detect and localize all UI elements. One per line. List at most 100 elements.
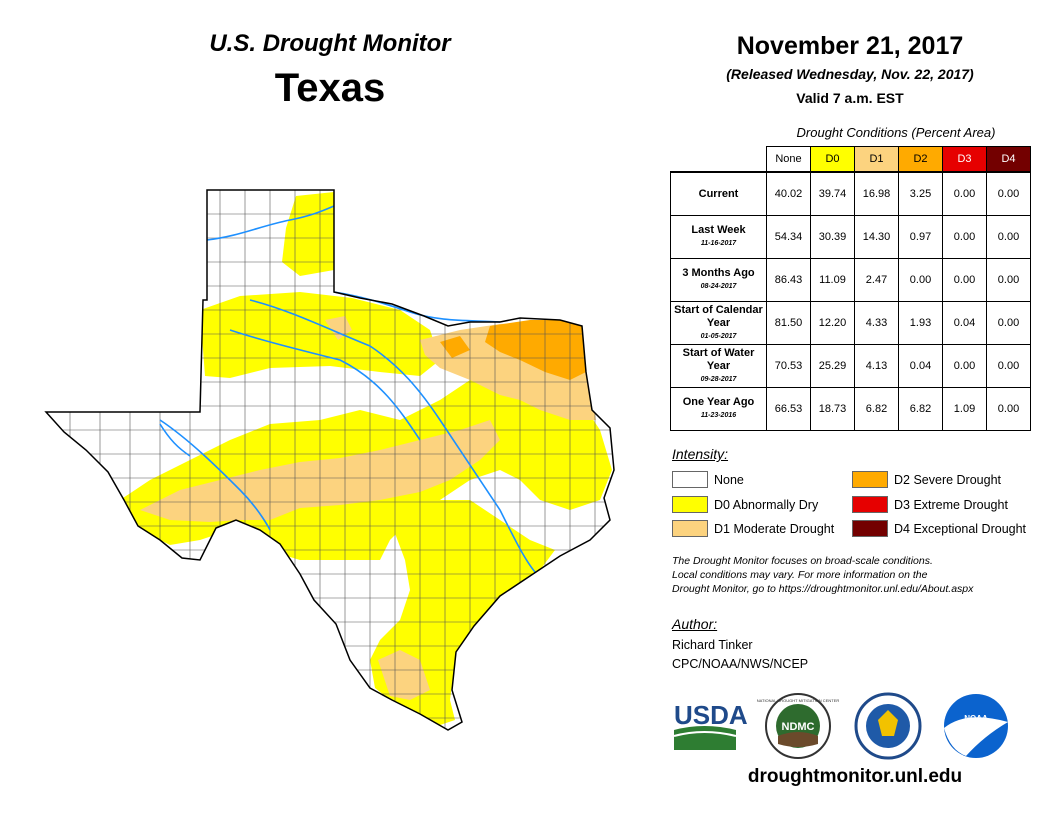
d2-northeast bbox=[485, 320, 586, 380]
colorado-river bbox=[229, 329, 421, 441]
table-cell: 66.53 bbox=[766, 387, 811, 431]
d2-red-river-patch bbox=[440, 336, 470, 358]
brazos-river bbox=[249, 299, 536, 573]
table-cell: 39.74 bbox=[810, 171, 855, 216]
row-label-text: Last Week bbox=[691, 224, 746, 236]
row-label: 3 Months Ago 08-24-2017 bbox=[670, 258, 767, 302]
table-cell: 0.04 bbox=[942, 301, 987, 345]
table-cell: 30.39 bbox=[810, 215, 855, 259]
table-cell: 4.33 bbox=[854, 301, 899, 345]
table-cell: 2.47 bbox=[854, 258, 899, 302]
rivers bbox=[159, 205, 536, 573]
legend-title: Intensity: bbox=[672, 446, 729, 462]
table-cell: 86.43 bbox=[766, 258, 811, 302]
legend-label: D0 Abnormally Dry bbox=[714, 497, 819, 512]
table-cell: 0.00 bbox=[898, 258, 943, 302]
col-header-d3: D3 bbox=[942, 146, 987, 173]
table-cell: 0.00 bbox=[986, 301, 1031, 345]
table-cell: 0.00 bbox=[942, 258, 987, 302]
table-cell: 0.00 bbox=[942, 171, 987, 216]
author-title: Author: bbox=[672, 616, 718, 632]
canadian-river bbox=[206, 205, 335, 241]
table-cell: 0.00 bbox=[986, 258, 1031, 302]
noaa-gull-icon bbox=[944, 717, 1008, 756]
table-cell: 0.04 bbox=[898, 344, 943, 388]
texas-drought-map bbox=[44, 189, 615, 731]
drought-areas bbox=[46, 190, 614, 730]
legend-label: D4 Exceptional Drought bbox=[894, 521, 1027, 536]
legend-label: None bbox=[714, 472, 744, 487]
table-row: Current 40.02 39.74 16.98 3.25 0.00 0.00 bbox=[670, 171, 1031, 216]
legend-swatch bbox=[672, 471, 708, 488]
table-row: Start of Water Year 09-28-2017 70.53 25.2… bbox=[670, 344, 1031, 388]
map-date: November 21, 2017 bbox=[736, 32, 964, 60]
table-cell: 40.02 bbox=[766, 171, 811, 216]
red-river bbox=[333, 291, 501, 323]
valid-time: Valid 7 a.m. EST bbox=[796, 90, 904, 106]
legend-label: D2 Severe Drought bbox=[894, 472, 1002, 487]
table-cell: 70.53 bbox=[766, 344, 811, 388]
eagle-shield-icon bbox=[878, 710, 898, 736]
table-cell: 0.00 bbox=[986, 344, 1031, 388]
d1-south bbox=[378, 650, 430, 700]
disclaimer-note: The Drought Monitor focuses on broad-sca… bbox=[672, 554, 1042, 596]
usda-field-icon bbox=[674, 726, 736, 750]
author-org: CPC/NOAA/NWS/NCEP bbox=[672, 657, 809, 671]
row-label: Start of Water Year 09-28-2017 bbox=[670, 344, 767, 388]
col-header-d0: D0 bbox=[810, 146, 855, 173]
table-row: One Year Ago 11-23-2016 66.53 18.73 6.82 … bbox=[670, 387, 1031, 431]
ndmc-soil-icon bbox=[778, 732, 818, 747]
table-cell: 0.00 bbox=[942, 215, 987, 259]
agency-logos: USDA NDMC NATIONAL DROUGHT MITIGATION CE… bbox=[673, 692, 1008, 760]
legend-swatch bbox=[852, 471, 888, 488]
table-corner bbox=[671, 147, 767, 173]
legend-swatch bbox=[852, 520, 888, 537]
table-cell: 6.82 bbox=[898, 387, 943, 431]
release-date: (Released Wednesday, Nov. 22, 2017) bbox=[726, 66, 974, 82]
table-cell: 14.30 bbox=[854, 215, 899, 259]
note-line: Local conditions may vary. For more info… bbox=[672, 569, 928, 581]
ndmc-ring-text: NATIONAL DROUGHT MITIGATION CENTER bbox=[757, 698, 840, 703]
texas-outline bbox=[44, 189, 615, 731]
row-label: Current bbox=[670, 171, 767, 216]
table-cell: 11.09 bbox=[810, 258, 855, 302]
table-caption: Drought Conditions (Percent Area) bbox=[796, 125, 996, 140]
table-cell: 0.00 bbox=[986, 387, 1031, 431]
row-date: 11-16-2017 bbox=[700, 240, 737, 247]
pecos-river bbox=[159, 419, 271, 531]
legend-label: D1 Moderate Drought bbox=[714, 521, 835, 536]
row-label: One Year Ago 11-23-2016 bbox=[670, 387, 767, 431]
noaa-nws-seal bbox=[854, 692, 922, 760]
ndmc-logo: NDMC NATIONAL DROUGHT MITIGATION CENTER bbox=[757, 693, 840, 759]
col-header-none: None bbox=[766, 146, 811, 173]
row-date: 08-24-2017 bbox=[700, 283, 737, 290]
ndmc-logo-text: NDMC bbox=[782, 721, 815, 733]
table-cell: 1.09 bbox=[942, 387, 987, 431]
note-line: The Drought Monitor focuses on broad-sca… bbox=[672, 555, 933, 567]
legend-item-d1: D1 Moderate Drought bbox=[672, 520, 834, 537]
table-cell: 18.73 bbox=[810, 387, 855, 431]
table-header-row: None D0 D1 D2 D3 D4 bbox=[671, 146, 1031, 173]
row-date: 11-23-2016 bbox=[700, 412, 737, 419]
legend-item-none: None bbox=[672, 471, 744, 488]
table-cell: 0.00 bbox=[942, 344, 987, 388]
author-name: Richard Tinker bbox=[672, 638, 753, 652]
row-label-text: Current bbox=[698, 187, 739, 200]
row-label-text: Start of Water Year bbox=[682, 346, 755, 372]
legend-item-d3: D3 Extreme Drought bbox=[852, 496, 1008, 513]
rio-grande bbox=[159, 423, 191, 457]
table-cell: 12.20 bbox=[810, 301, 855, 345]
legend-label: D3 Extreme Drought bbox=[894, 497, 1008, 512]
table-cell: 0.00 bbox=[986, 171, 1031, 216]
row-label: Last Week 11-16-2017 bbox=[670, 215, 767, 259]
table-cell: 6.82 bbox=[854, 387, 899, 431]
usda-logo-text: USDA bbox=[674, 700, 748, 730]
row-date: 09-28-2017 bbox=[700, 375, 737, 383]
table-cell: 4.13 bbox=[854, 344, 899, 388]
table-cell: 3.25 bbox=[898, 171, 943, 216]
row-label: Start of Calendar Year 01-05-2017 bbox=[670, 301, 767, 345]
table-cell: 0.00 bbox=[986, 215, 1031, 259]
website-url: droughtmonitor.unl.edu bbox=[747, 766, 963, 787]
row-label-text: 3 Months Ago bbox=[682, 267, 755, 279]
table-cell: 25.29 bbox=[810, 344, 855, 388]
